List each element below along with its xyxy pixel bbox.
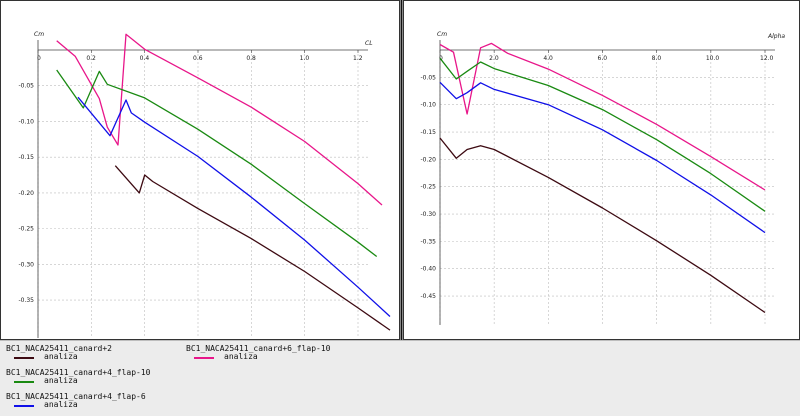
plots-svg: 0 0.2 0.4 0.6 0.8 1.0 1.2 -0.05 -0.10 -0.15 -0.20 -… — [0, 0, 800, 340]
legend-series-sub: analiza — [44, 376, 78, 385]
y-axis-label: Cm — [34, 31, 44, 38]
legend-series-name: BC1_NACA25411_canard+2 — [6, 344, 112, 353]
y-tick-label: -0.45 — [420, 293, 436, 300]
y-tick-label: -0.30 — [420, 211, 436, 218]
x-tick-label: 0 — [37, 55, 41, 62]
x-tick-label: 1.2 — [353, 55, 363, 62]
series-line — [439, 57, 766, 212]
x-tick-label: 0.6 — [193, 55, 203, 62]
x-tick-label: 0.2 — [86, 55, 96, 62]
legend-series-name: BC1_NACA25411_canard+4_flap-10 — [6, 368, 151, 377]
legend-series-name: BC1_NACA25411_canard+6_flap-10 — [186, 344, 331, 353]
y-axis-label: Cm — [437, 31, 447, 38]
x-tick-label: 2.0 — [489, 55, 499, 62]
x-tick-label: 10.0 — [706, 55, 720, 62]
series-line — [439, 81, 766, 234]
series-line — [439, 42, 766, 191]
y-tick-label: -0.10 — [18, 118, 34, 125]
x-tick-label: 4.0 — [543, 55, 553, 62]
legend-series-sub: analiza — [224, 352, 258, 361]
series-line — [77, 96, 391, 317]
legend-series-name: BC1_NACA25411_canard+4_flap-6 — [6, 392, 146, 401]
y-tick-label: -0.15 — [420, 129, 436, 136]
y-tick-label: -0.30 — [18, 261, 34, 268]
y-tick-label: -0.35 — [18, 297, 34, 304]
plot-frame-left — [0, 0, 400, 340]
legend-swatch — [194, 357, 214, 359]
x-tick-label: 8.0 — [652, 55, 662, 62]
x-tick-label: 12.0 — [760, 55, 774, 62]
legend-swatch — [14, 381, 34, 383]
y-tick-label: -0.25 — [420, 184, 436, 191]
y-tick-label: -0.20 — [18, 190, 34, 197]
series-line — [114, 165, 391, 331]
y-tick-label: -0.05 — [18, 83, 34, 90]
x-axis-label: CL — [365, 40, 373, 47]
y-tick-label: -0.05 — [420, 74, 436, 81]
series-line — [56, 69, 378, 258]
y-tick-label: -0.35 — [420, 238, 436, 245]
legend: BC1_NACA25411_canard+2 analiza BC1_NACA2… — [0, 340, 800, 416]
y-tick-label: -0.40 — [420, 266, 436, 273]
legend-swatch — [14, 357, 34, 359]
y-tick-label: -0.25 — [18, 226, 34, 233]
plots-area: 0 0.2 0.4 0.6 0.8 1.0 1.2 -0.05 -0.10 -0.15 -0.20 -… — [0, 0, 800, 340]
legend-series-sub: analiza — [44, 400, 78, 409]
y-tick-label: -0.15 — [18, 154, 34, 161]
y-tick-label: -0.20 — [420, 156, 436, 163]
x-tick-label: 0.4 — [140, 55, 150, 62]
legend-series-sub: analiza — [44, 352, 78, 361]
x-tick-label: 1.0 — [300, 55, 310, 62]
series-line — [56, 33, 383, 206]
x-tick-label: 6.0 — [598, 55, 608, 62]
legend-swatch — [14, 405, 34, 407]
x-axis-label: Alpha — [767, 33, 785, 40]
series-line — [439, 137, 766, 314]
plot-frame-right — [403, 0, 800, 340]
x-tick-label: 0.8 — [246, 55, 256, 62]
y-tick-label: -0.10 — [420, 102, 436, 109]
